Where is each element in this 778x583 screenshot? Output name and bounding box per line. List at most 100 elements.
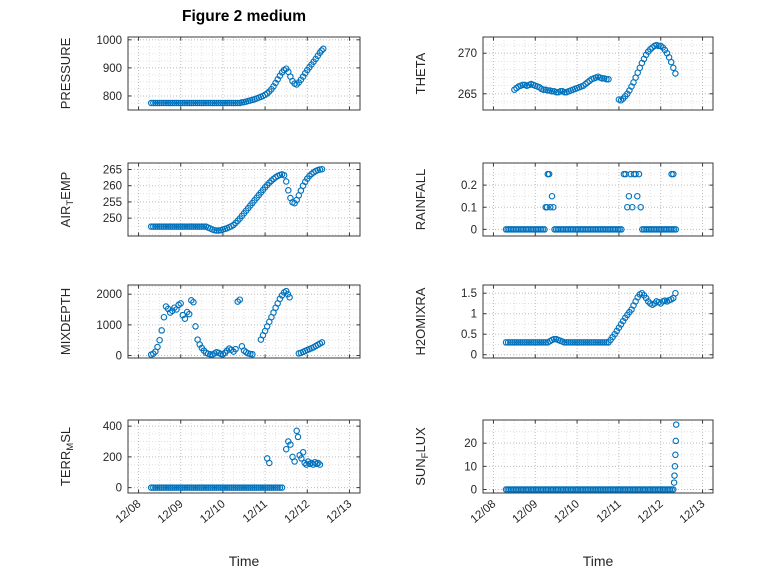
svg-text:270: 270 xyxy=(458,48,477,60)
svg-text:12/13: 12/13 xyxy=(678,498,708,526)
x-tick-labels: 12/08 12/09 12/10 12/11 12/12 12/13 xyxy=(114,498,355,526)
theta-series xyxy=(511,41,679,104)
minor-grid xyxy=(483,420,713,493)
svg-text:12/11: 12/11 xyxy=(595,498,624,525)
y-axis-label-h2omixra: H2OMIXRA xyxy=(413,287,428,355)
tick-marks xyxy=(483,37,713,110)
minor-grid xyxy=(128,163,360,236)
svg-text:265: 265 xyxy=(458,89,477,101)
y-tick-labels: 0 200 400 xyxy=(103,421,122,494)
axes-box xyxy=(482,284,714,359)
subplot-air-temp: 250 255 260 265 AIRTEMP xyxy=(58,162,361,237)
axes-box xyxy=(127,36,361,111)
svg-text:900: 900 xyxy=(103,63,122,75)
minor-grid xyxy=(128,285,360,358)
major-grid xyxy=(483,163,713,236)
major-grid xyxy=(483,420,713,493)
svg-text:20: 20 xyxy=(464,438,477,450)
figure-title: Figure 2 medium xyxy=(181,8,307,25)
major-grid xyxy=(483,285,713,358)
svg-text:2000: 2000 xyxy=(96,289,122,301)
axes-box xyxy=(482,419,714,494)
svg-text:200: 200 xyxy=(103,452,122,464)
subplot-pressure: 800 900 1000 PRESSURE xyxy=(58,35,361,111)
y-axis-label-rainfall: RAINFALL xyxy=(413,169,428,230)
svg-text:12/08: 12/08 xyxy=(469,498,499,526)
terr-msl-series xyxy=(147,427,324,491)
y-axis-label-theta: THETA xyxy=(413,52,428,94)
y-tick-labels: 0 0.5 1 1.5 xyxy=(461,288,477,362)
axes-box xyxy=(127,162,361,237)
axes-box xyxy=(482,162,714,237)
tick-marks xyxy=(128,163,360,236)
x-axis-label-left: Time xyxy=(228,553,260,569)
y-tick-labels: 250 255 260 265 xyxy=(103,165,122,226)
axes-box xyxy=(127,284,361,359)
svg-text:255: 255 xyxy=(103,197,122,209)
svg-text:0: 0 xyxy=(471,224,477,236)
svg-text:12/09: 12/09 xyxy=(510,498,540,526)
mixdepth-series xyxy=(147,287,326,358)
tick-marks xyxy=(483,163,713,236)
minor-grid xyxy=(128,37,360,110)
svg-text:12/12: 12/12 xyxy=(636,498,666,526)
minor-grid xyxy=(483,285,713,358)
y-axis-label-mixdepth: MIXDEPTH xyxy=(58,288,73,355)
svg-text:250: 250 xyxy=(103,213,122,225)
y-tick-labels: 0 10 20 xyxy=(464,438,477,496)
y-tick-labels: 0 0.1 0.2 xyxy=(461,180,477,236)
y-tick-labels: 0 1000 2000 xyxy=(96,289,122,362)
subplot-theta: 265 270 THETA xyxy=(413,36,714,111)
pressure-series xyxy=(147,45,327,107)
svg-text:1000: 1000 xyxy=(96,35,122,47)
svg-text:0.1: 0.1 xyxy=(461,202,477,214)
h2omixra-series xyxy=(502,289,679,346)
svg-text:1.5: 1.5 xyxy=(461,288,477,300)
svg-text:12/13: 12/13 xyxy=(325,498,355,526)
svg-text:12/11: 12/11 xyxy=(241,498,270,525)
svg-text:400: 400 xyxy=(103,421,122,433)
subplot-rainfall: 0 0.1 0.2 RAINFALL xyxy=(413,162,714,237)
x-tick-labels: 12/08 12/09 12/10 12/11 12/12 12/13 xyxy=(469,498,708,526)
svg-text:1000: 1000 xyxy=(96,320,122,332)
svg-text:1: 1 xyxy=(471,309,477,321)
y-axis-label-terr-msl: TERRMSL xyxy=(58,427,76,486)
minor-grid xyxy=(483,163,713,236)
y-axis-label-sun-flux: SUNFLUX xyxy=(413,427,431,486)
y-tick-labels: 265 270 xyxy=(458,48,477,101)
subplot-sun-flux: 0 10 20 12/08 12/09 12/10 12/11 12/12 12/13 SUNFL… xyxy=(413,419,714,526)
sun-flux-series xyxy=(502,421,680,493)
svg-text:10: 10 xyxy=(464,461,477,473)
svg-text:12/12: 12/12 xyxy=(282,498,312,526)
rainfall-series xyxy=(502,170,680,233)
tick-marks xyxy=(128,37,360,110)
svg-text:0.2: 0.2 xyxy=(461,180,477,192)
major-grid xyxy=(128,285,360,358)
svg-text:0: 0 xyxy=(116,483,122,495)
axes-box xyxy=(482,36,714,111)
svg-text:800: 800 xyxy=(103,91,122,103)
y-axis-label-air-temp: AIRTEMP xyxy=(58,172,76,228)
y-axis-label-pressure: PRESSURE xyxy=(58,37,73,109)
svg-text:12/10: 12/10 xyxy=(552,498,582,526)
air-temp-series xyxy=(147,165,326,234)
y-tick-labels: 800 900 1000 xyxy=(96,35,122,103)
svg-text:12/10: 12/10 xyxy=(198,498,228,526)
subplot-h2omixra: 0 0.5 1 1.5 H2OMIXRA xyxy=(413,284,714,362)
svg-text:260: 260 xyxy=(103,181,122,193)
subplot-terr-msl: 0 200 400 12/08 12/09 12/10 12/11 12/12 12/13 TER… xyxy=(58,419,361,526)
subplot-mixdepth: 0 1000 2000 MIXDEPTH xyxy=(58,284,361,363)
tick-marks xyxy=(483,285,713,358)
svg-text:12/09: 12/09 xyxy=(156,498,186,526)
svg-text:0: 0 xyxy=(471,485,477,497)
major-grid xyxy=(483,37,713,110)
svg-text:0: 0 xyxy=(471,350,477,362)
minor-grid xyxy=(128,420,360,493)
svg-text:265: 265 xyxy=(103,165,122,177)
svg-text:12/08: 12/08 xyxy=(114,498,144,526)
x-axis-label-right: Time xyxy=(582,553,614,569)
svg-text:0: 0 xyxy=(116,351,122,363)
svg-text:0.5: 0.5 xyxy=(461,329,477,341)
